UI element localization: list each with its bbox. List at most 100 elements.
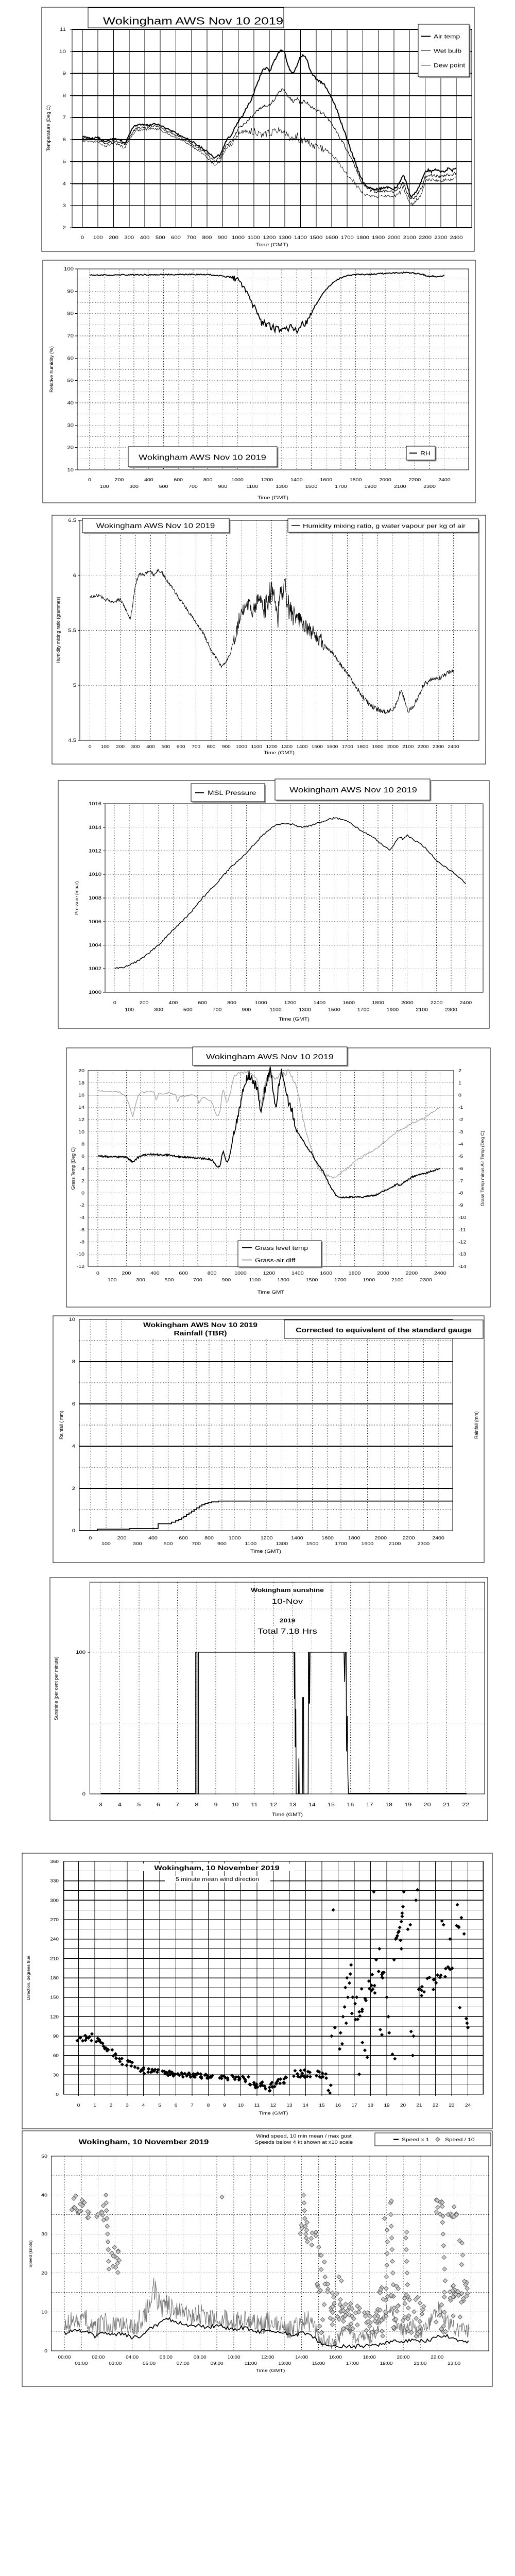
svg-text:Rainfall (TBR): Rainfall (TBR)	[174, 1330, 227, 1337]
svg-text:Time (GMT): Time (GMT)	[258, 496, 288, 501]
svg-text:-11: -11	[458, 1228, 466, 1233]
svg-text:4: 4	[72, 1444, 76, 1449]
svg-text:2400: 2400	[438, 478, 451, 483]
svg-text:360: 360	[50, 1859, 59, 1864]
svg-text:0: 0	[113, 1001, 116, 1006]
svg-text:90: 90	[53, 2034, 59, 2039]
svg-text:14: 14	[78, 1105, 85, 1110]
svg-text:1000: 1000	[232, 235, 245, 241]
svg-text:1000: 1000	[89, 990, 101, 995]
svg-text:21: 21	[443, 1802, 450, 1808]
svg-text:Rainfall ( mm): Rainfall ( mm)	[59, 1411, 64, 1439]
svg-text:330: 330	[50, 1879, 59, 1884]
svg-text:9: 9	[223, 2103, 226, 2108]
svg-text:Air temp: Air temp	[434, 33, 460, 40]
svg-text:15: 15	[328, 1802, 335, 1808]
svg-text:06:00: 06:00	[160, 2355, 173, 2360]
svg-text:1600: 1600	[320, 1271, 332, 1276]
svg-text:10: 10	[41, 2310, 47, 2315]
svg-text:3: 3	[126, 2103, 129, 2108]
svg-text:14: 14	[303, 2103, 308, 2108]
svg-text:1100: 1100	[270, 1007, 282, 1012]
svg-text:8: 8	[72, 1360, 76, 1365]
svg-text:Grass Temp (Deg C): Grass Temp (Deg C)	[71, 1147, 76, 1190]
svg-text:Relative humidity (%): Relative humidity (%)	[49, 346, 55, 393]
svg-text:5: 5	[73, 683, 77, 688]
svg-text:7: 7	[191, 2103, 194, 2108]
svg-text:-6: -6	[80, 1228, 84, 1233]
svg-text:4: 4	[142, 2103, 145, 2108]
svg-text:100: 100	[125, 1007, 134, 1012]
svg-text:500: 500	[161, 744, 170, 749]
svg-text:2000: 2000	[377, 1271, 389, 1276]
svg-text:10: 10	[231, 1802, 238, 1808]
svg-text:900: 900	[221, 1278, 231, 1283]
svg-text:2000: 2000	[387, 235, 400, 241]
svg-text:9: 9	[62, 71, 66, 77]
svg-text:18: 18	[385, 1802, 392, 1808]
svg-text:200: 200	[122, 1271, 131, 1276]
svg-text:2100: 2100	[402, 744, 414, 749]
svg-text:-3: -3	[458, 1130, 463, 1135]
svg-text:17: 17	[366, 1802, 373, 1808]
svg-text:2400: 2400	[460, 1001, 472, 1006]
svg-text:6: 6	[73, 573, 77, 579]
svg-text:2200: 2200	[417, 744, 428, 749]
svg-text:Dew point: Dew point	[434, 62, 466, 69]
svg-text:Total 7.18 Hrs: Total 7.18 Hrs	[258, 1627, 317, 1636]
svg-text:2: 2	[110, 2103, 113, 2108]
svg-text:13: 13	[286, 2103, 292, 2108]
svg-text:14: 14	[308, 1802, 316, 1808]
svg-text:400: 400	[150, 1271, 160, 1276]
svg-text:1000: 1000	[236, 744, 247, 749]
svg-text:30: 30	[41, 2232, 47, 2237]
svg-text:-10: -10	[77, 1252, 84, 1257]
svg-text:5: 5	[137, 1802, 141, 1808]
svg-text:50: 50	[41, 2154, 47, 2159]
svg-text:400: 400	[144, 478, 153, 483]
svg-text:6: 6	[81, 1154, 84, 1159]
svg-text:1900: 1900	[372, 235, 385, 241]
svg-text:90: 90	[67, 289, 74, 294]
svg-text:16:00: 16:00	[329, 2355, 342, 2360]
svg-text:02:00: 02:00	[92, 2355, 105, 2360]
svg-text:11: 11	[254, 2103, 260, 2108]
svg-text:1200: 1200	[263, 1271, 276, 1276]
svg-text:1100: 1100	[245, 1541, 256, 1547]
svg-text:2400: 2400	[448, 744, 459, 749]
svg-text:-1: -1	[458, 1105, 463, 1110]
svg-text:0: 0	[82, 1792, 86, 1797]
svg-text:270: 270	[50, 1918, 59, 1922]
svg-text:1300: 1300	[299, 1007, 311, 1012]
svg-text:20:00: 20:00	[397, 2355, 409, 2360]
svg-text:40: 40	[41, 2193, 47, 2198]
svg-text:1700: 1700	[335, 484, 347, 489]
svg-text:1006: 1006	[89, 920, 101, 925]
svg-text:1500: 1500	[306, 1541, 319, 1547]
svg-text:1300: 1300	[276, 484, 288, 489]
svg-text:1100: 1100	[246, 484, 258, 489]
svg-text:21:00: 21:00	[414, 2361, 426, 2366]
svg-text:2: 2	[81, 1179, 84, 1184]
svg-text:10: 10	[59, 49, 66, 55]
svg-text:1700: 1700	[334, 1278, 347, 1283]
svg-text:2300: 2300	[434, 235, 447, 241]
svg-text:10: 10	[68, 1317, 75, 1323]
svg-text:01:00: 01:00	[75, 2361, 88, 2366]
svg-text:Time GMT: Time GMT	[258, 1290, 285, 1295]
svg-text:2: 2	[62, 225, 66, 231]
svg-text:0: 0	[56, 2092, 59, 2097]
svg-text:1500: 1500	[328, 1007, 340, 1012]
svg-text:08:00: 08:00	[194, 2355, 207, 2360]
svg-text:12: 12	[270, 1802, 277, 1808]
svg-text:100: 100	[100, 484, 109, 489]
svg-text:Speeds below 4 kt shown at x10: Speeds below 4 kt shown at x10 scale	[255, 2140, 353, 2145]
svg-text:6: 6	[72, 1402, 76, 1407]
svg-text:2019: 2019	[280, 1617, 296, 1623]
svg-text:22: 22	[462, 1802, 469, 1808]
svg-text:40: 40	[67, 401, 74, 406]
svg-text:1000: 1000	[234, 1271, 247, 1276]
svg-text:23:00: 23:00	[448, 2361, 460, 2366]
svg-text:1100: 1100	[248, 235, 261, 241]
svg-text:2200: 2200	[419, 235, 432, 241]
